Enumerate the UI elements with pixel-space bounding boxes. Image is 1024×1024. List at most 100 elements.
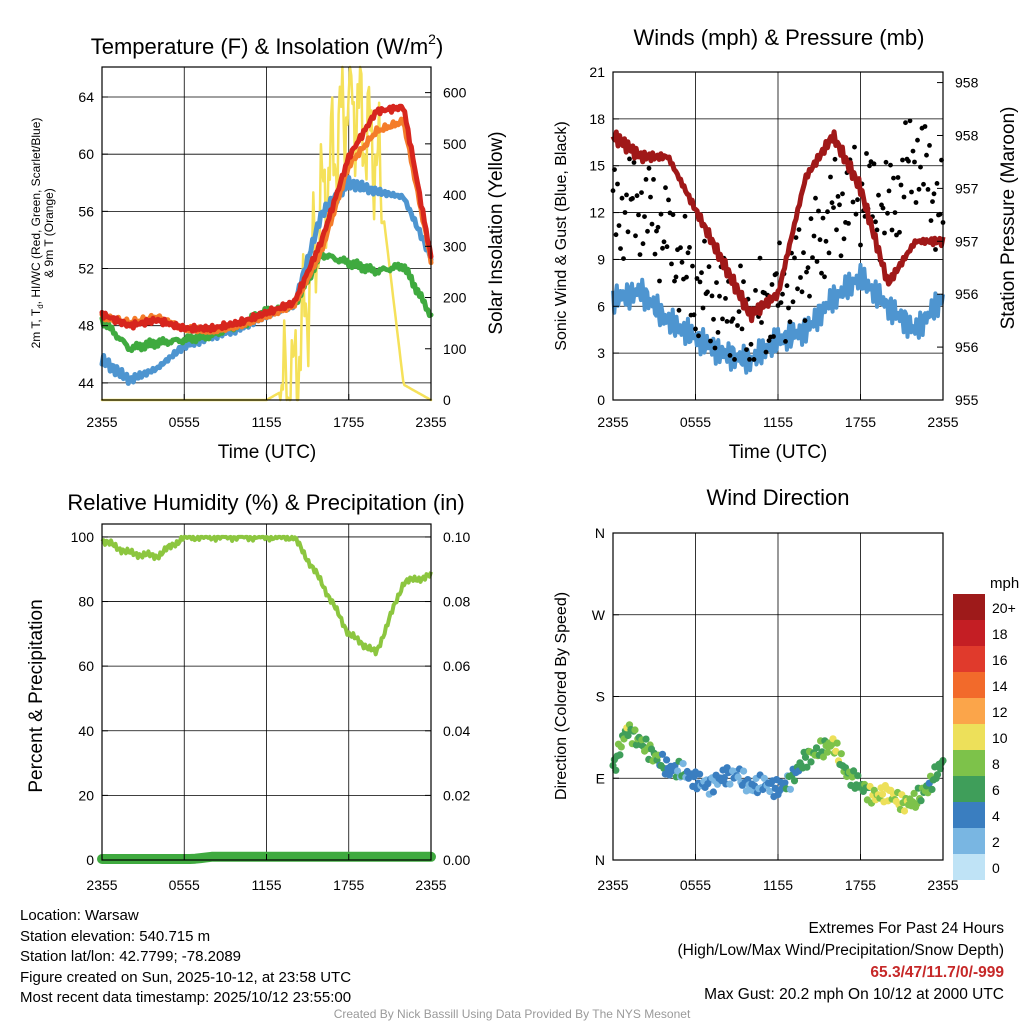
legend-swatch: [953, 594, 985, 620]
y-tick-label: 64: [78, 89, 94, 105]
direction-point: [850, 767, 858, 775]
direction-point: [616, 751, 624, 759]
gust-point: [706, 264, 712, 270]
direction-point: [848, 773, 856, 781]
gust-point: [913, 200, 919, 205]
svg-text:2m T, Td, HI/WC (Red, Green, S: 2m T, Td, HI/WC (Red, Green, Scarlet/Blu…: [29, 118, 45, 349]
gust-point: [766, 338, 772, 343]
gust-point: [882, 230, 887, 236]
legend-swatch: [953, 620, 985, 646]
legend-label: 6: [992, 782, 1000, 798]
direction-point: [766, 787, 774, 796]
gust-point: [930, 199, 935, 205]
gust-point: [823, 238, 829, 244]
gust-point: [736, 309, 742, 314]
gust-point: [837, 202, 842, 208]
legend-swatch: [953, 672, 985, 698]
gust-point: [646, 165, 652, 171]
gust-point: [840, 191, 845, 197]
direction-point: [900, 807, 909, 815]
gust-point: [642, 214, 647, 220]
y-tick-label: S: [596, 689, 605, 705]
gust-point: [898, 182, 904, 188]
direction-point: [709, 788, 718, 796]
wind-direction-x-ticks: 2355 0555 1155 1755 2355: [597, 854, 959, 893]
y-tick-label: E: [596, 770, 605, 786]
legend-swatch: [953, 802, 985, 828]
y2-tick-label: 958: [955, 75, 979, 91]
y2-tick-label: 200: [443, 290, 467, 306]
y-tick-label: 44: [78, 375, 94, 391]
series-station-pressure: [610, 129, 946, 324]
gust-point: [655, 224, 661, 230]
x-tick-label: 1755: [845, 414, 876, 430]
svg-text:& 9m T (Orange): & 9m T (Orange): [42, 188, 56, 278]
gust-point: [645, 228, 650, 234]
gust-point: [933, 247, 938, 252]
y2-tick-label: 0: [443, 392, 451, 408]
gust-point: [900, 157, 905, 163]
gust-point: [783, 339, 788, 344]
gust-point: [922, 124, 928, 129]
gust-point: [835, 194, 841, 199]
y2-tick-label: 0.10: [443, 529, 470, 545]
gust-point: [663, 185, 668, 191]
y-tick-label: 100: [71, 529, 95, 545]
gust-point: [753, 288, 758, 293]
gust-point: [889, 227, 895, 233]
x-tick-label: 0555: [169, 414, 200, 430]
x-tick-label: 1755: [333, 414, 364, 430]
gust-point: [616, 223, 622, 229]
station-latlon: Station lat/lon: 42.7799; -78.2089: [20, 948, 242, 965]
y-tick-label: N: [595, 525, 605, 541]
winds-xlabel: Time (UTC): [729, 442, 828, 463]
humidity-x-ticks: 2355 0555 1155 1755 2355: [86, 854, 447, 893]
direction-point: [878, 790, 887, 798]
temperature-xlabel: Time (UTC): [218, 442, 317, 463]
gust-point: [732, 357, 737, 362]
x-tick-label: 0555: [169, 877, 200, 893]
gust-point: [891, 175, 896, 181]
gust-point: [639, 190, 644, 196]
x-tick-label: 2355: [927, 877, 958, 893]
x-tick-label: 1155: [251, 877, 281, 893]
y2-tick-label: 0.06: [443, 658, 470, 674]
temperature-panel: Temperature (F) & Insolation (W/m2) 44 48…: [29, 31, 507, 463]
gust-point: [666, 197, 671, 203]
gust-point: [819, 270, 824, 276]
direction-point: [933, 771, 942, 779]
gust-point: [676, 307, 682, 313]
gust-point: [615, 181, 620, 187]
gust-point: [931, 191, 937, 197]
gust-point: [636, 212, 641, 218]
y2-tick-label: 500: [443, 136, 467, 152]
direction-point: [726, 780, 734, 788]
gust-point: [778, 300, 784, 305]
gust-point: [694, 276, 700, 281]
direction-point: [696, 770, 704, 778]
gust-point: [630, 196, 635, 201]
y-tick-label: 60: [78, 146, 94, 162]
y-tick-label: 80: [78, 594, 94, 610]
gust-point: [820, 215, 826, 221]
gust-point: [649, 221, 655, 227]
series-sonic-wind: [611, 262, 945, 375]
gust-point: [858, 242, 863, 248]
temperature-x-ticks: 2355 0555 1155 1755 2355: [86, 394, 447, 430]
legend-swatch: [953, 698, 985, 724]
direction-point: [790, 777, 799, 785]
gust-point: [739, 326, 745, 332]
gust-point: [826, 250, 832, 256]
temperature-ylabel: 2m T, Td, HI/WC (Red, Green, Scarlet/Blu…: [29, 118, 56, 349]
gust-point: [810, 255, 815, 260]
gust-point: [715, 330, 721, 335]
gust-point: [769, 282, 775, 287]
direction-point: [801, 753, 810, 761]
y-tick-label: 56: [78, 203, 94, 219]
legend-label: 2: [992, 834, 1000, 850]
y2-tick-label: 956: [955, 339, 979, 355]
gust-point: [670, 212, 676, 218]
direction-point: [663, 756, 671, 764]
gust-point: [699, 270, 704, 276]
winds-y2-ticks: 955 956 956 957 957 958 958: [937, 75, 979, 408]
